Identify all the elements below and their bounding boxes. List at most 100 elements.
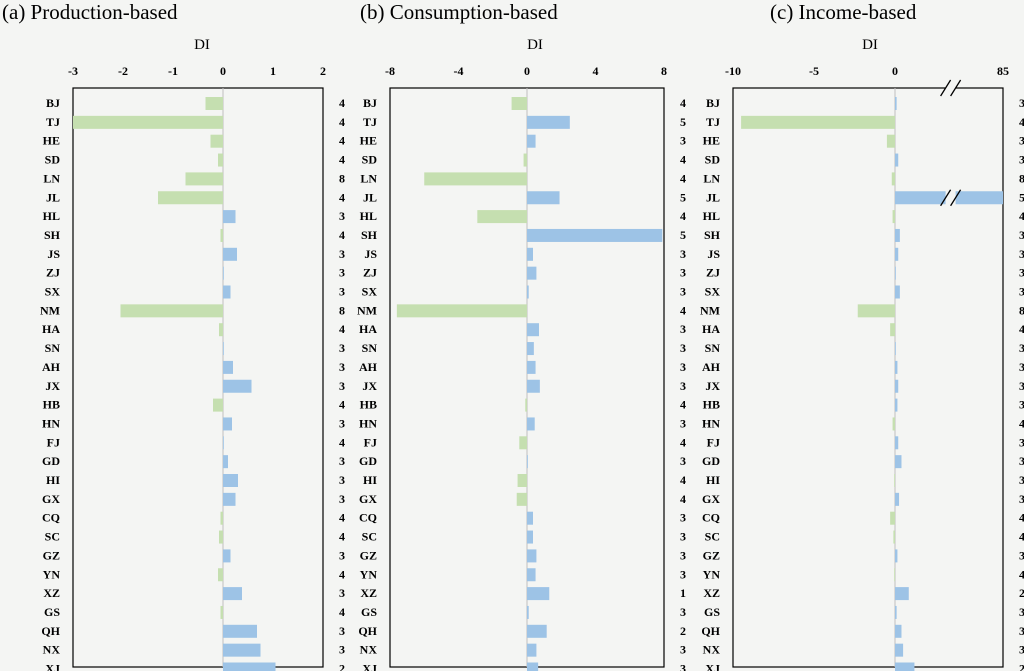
bar-LN bbox=[185, 172, 223, 186]
count-label-SC: 4 bbox=[1019, 530, 1024, 544]
province-label-HE: HE bbox=[43, 134, 60, 148]
province-label-HI: HI bbox=[363, 473, 377, 487]
bar-SD bbox=[523, 153, 527, 167]
bar-SC bbox=[219, 530, 223, 544]
count-label-BJ: 4 bbox=[680, 96, 686, 110]
province-label-GS: GS bbox=[361, 605, 377, 619]
province-label-XZ: XZ bbox=[360, 586, 377, 600]
bar-SN bbox=[527, 342, 534, 356]
province-label-SD: SD bbox=[705, 153, 721, 167]
province-label-SN: SN bbox=[362, 341, 378, 355]
count-label-GD: 3 bbox=[680, 454, 686, 468]
province-label-BJ: BJ bbox=[706, 96, 720, 110]
x-tick-label: -3 bbox=[68, 64, 78, 78]
count-label-ZJ: 3 bbox=[1019, 266, 1024, 280]
bar-GX bbox=[516, 492, 527, 506]
province-label-JL: JL bbox=[46, 190, 60, 204]
province-label-TJ: TJ bbox=[363, 115, 377, 129]
bar-SC bbox=[893, 530, 895, 544]
bar-XJ bbox=[895, 662, 915, 671]
bar-TJ bbox=[741, 115, 895, 129]
x-tick-label: -2 bbox=[118, 64, 128, 78]
bar-HN bbox=[892, 417, 895, 431]
count-label-AH: 3 bbox=[680, 360, 686, 374]
province-label-JL: JL bbox=[706, 190, 720, 204]
bar-XZ bbox=[223, 587, 242, 601]
province-label-HI: HI bbox=[706, 473, 720, 487]
x-tick-label: 1 bbox=[270, 64, 276, 78]
province-label-NX: NX bbox=[703, 643, 721, 657]
count-label-YN: 4 bbox=[339, 567, 345, 581]
province-label-LN: LN bbox=[43, 171, 60, 185]
province-label-HA: HA bbox=[702, 322, 720, 336]
x-tick-label: 0 bbox=[892, 64, 898, 78]
bar-GZ bbox=[895, 549, 898, 563]
province-label-NM: NM bbox=[40, 303, 60, 317]
bar-HA bbox=[890, 323, 895, 337]
bar-JS bbox=[895, 247, 899, 261]
count-label-GZ: 3 bbox=[1019, 548, 1024, 562]
province-label-SD: SD bbox=[362, 153, 378, 167]
bar-TJ bbox=[527, 115, 570, 129]
province-label-JX: JX bbox=[45, 379, 60, 393]
bar-XZ bbox=[527, 587, 550, 601]
province-label-HA: HA bbox=[359, 322, 377, 336]
count-label-HL: 4 bbox=[680, 209, 686, 223]
axis-break-mark-top-b bbox=[950, 79, 962, 97]
count-label-SN: 3 bbox=[680, 341, 686, 355]
count-label-HE: 4 bbox=[339, 134, 345, 148]
province-label-SD: SD bbox=[45, 153, 61, 167]
axis-break-mark-bar-b bbox=[950, 189, 962, 207]
x-tick-label: -5 bbox=[809, 64, 819, 78]
bar-GD bbox=[527, 455, 528, 469]
count-label-CQ: 4 bbox=[1019, 511, 1024, 525]
bar-SN bbox=[223, 342, 224, 356]
count-label-GZ: 3 bbox=[339, 548, 345, 562]
count-label-TJ: 4 bbox=[1019, 115, 1024, 129]
province-label-SC: SC bbox=[362, 530, 377, 544]
province-label-SC: SC bbox=[705, 530, 720, 544]
bar-JX bbox=[527, 379, 540, 393]
count-label-YN: 3 bbox=[680, 567, 686, 581]
province-label-GD: GD bbox=[42, 454, 60, 468]
province-label-GZ: GZ bbox=[43, 548, 60, 562]
province-label-AH: AH bbox=[702, 360, 721, 374]
province-label-SX: SX bbox=[705, 285, 721, 299]
count-label-JS: 3 bbox=[1019, 247, 1024, 261]
province-label-HN: HN bbox=[42, 416, 60, 430]
province-label-LN: LN bbox=[360, 171, 377, 185]
province-label-HI: HI bbox=[46, 473, 60, 487]
count-label-JX: 3 bbox=[339, 379, 345, 393]
count-label-TJ: 5 bbox=[680, 115, 686, 129]
bar-NX bbox=[527, 643, 537, 657]
province-label-NM: NM bbox=[700, 303, 720, 317]
bar-HB bbox=[525, 398, 527, 412]
province-label-QH: QH bbox=[358, 624, 377, 638]
province-label-XZ: XZ bbox=[43, 586, 60, 600]
count-label-NM: 8 bbox=[1019, 303, 1024, 317]
province-label-HN: HN bbox=[702, 416, 720, 430]
province-label-HB: HB bbox=[43, 398, 60, 412]
bar-JL bbox=[158, 191, 223, 205]
bar-SX bbox=[527, 285, 529, 299]
bar-HI bbox=[223, 474, 238, 487]
bar-HB bbox=[213, 398, 223, 412]
province-label-GS: GS bbox=[704, 605, 720, 619]
province-label-SH: SH bbox=[704, 228, 721, 242]
province-label-SX: SX bbox=[362, 285, 378, 299]
bar-QH bbox=[527, 624, 547, 638]
province-label-GD: GD bbox=[702, 454, 720, 468]
count-label-SD: 4 bbox=[339, 153, 345, 167]
x-axis-title: DI bbox=[862, 37, 878, 53]
bar-HL bbox=[892, 210, 895, 224]
count-label-XZ: 1 bbox=[680, 586, 686, 600]
count-label-JS: 3 bbox=[680, 247, 686, 261]
bar-HN bbox=[527, 417, 535, 431]
count-label-SD: 4 bbox=[680, 153, 686, 167]
province-label-NX: NX bbox=[43, 643, 61, 657]
x-tick-label: -10 bbox=[725, 64, 741, 78]
bar-CQ bbox=[527, 511, 533, 525]
bar-HL bbox=[223, 210, 236, 224]
